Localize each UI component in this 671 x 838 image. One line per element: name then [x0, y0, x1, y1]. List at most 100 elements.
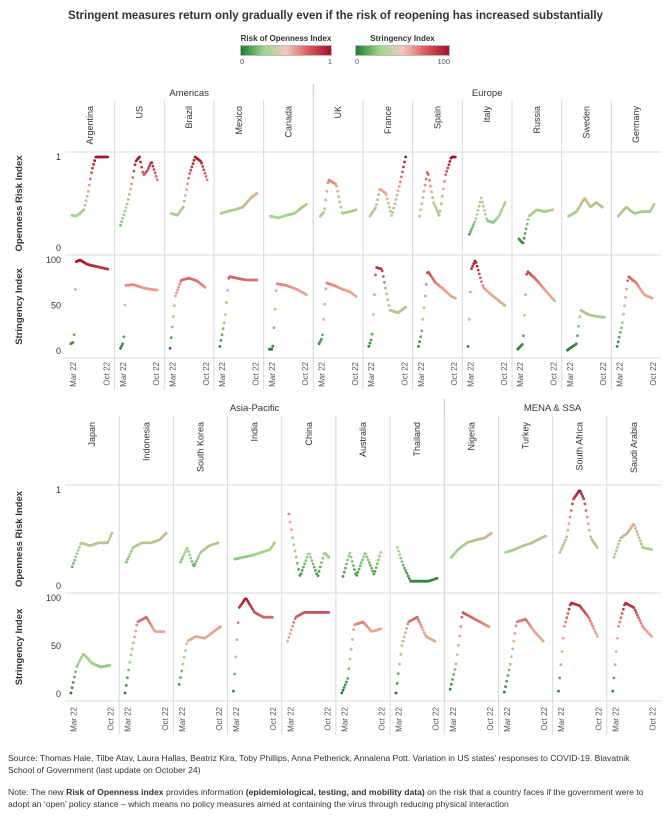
risk-point	[323, 207, 326, 211]
risk-point	[200, 161, 204, 165]
stringency-point	[321, 333, 324, 337]
x-tick-label: Mar 22	[611, 706, 620, 731]
risk-point	[521, 241, 525, 245]
x-tick-label: Mar 22	[467, 361, 476, 386]
legend-risk: Risk of Openness Index 0 1	[240, 34, 332, 66]
stringency-point	[236, 621, 240, 624]
risk-point	[446, 166, 450, 170]
risk-point	[183, 550, 187, 554]
risk-point	[355, 573, 359, 577]
risk-point	[371, 569, 375, 573]
stringency-point	[404, 631, 407, 635]
risk-point	[523, 232, 527, 235]
risk-point	[429, 184, 432, 188]
risk-point	[337, 195, 341, 199]
risk-point	[132, 169, 136, 173]
risk-point	[192, 564, 196, 568]
risk-point	[525, 222, 529, 226]
risk-point	[87, 183, 91, 187]
x-tick-label: Oct 22	[215, 706, 224, 730]
stringency-point	[560, 650, 564, 653]
risk-point	[349, 555, 353, 559]
risk-point	[182, 553, 186, 556]
stringency-point	[614, 650, 618, 653]
stringency-point	[415, 615, 419, 619]
risk-point	[407, 577, 411, 580]
risk-point	[201, 165, 205, 168]
stringency-point	[632, 606, 636, 609]
stringency-point	[451, 678, 454, 681]
stringency-point	[323, 302, 327, 306]
risk-point	[437, 213, 441, 217]
stringency-point	[385, 292, 389, 296]
risk-point	[398, 180, 402, 184]
stringency-point	[613, 663, 617, 667]
risk-point	[585, 515, 589, 519]
risk-point	[186, 546, 189, 550]
risk-point	[526, 218, 530, 221]
risk-point	[300, 569, 304, 572]
stringency-point	[506, 674, 510, 677]
stringency-point	[559, 663, 563, 667]
stringency-point	[177, 285, 181, 289]
risk-point	[195, 559, 198, 563]
stringency-point	[563, 624, 566, 628]
risk-point	[601, 205, 604, 209]
stringency-point	[452, 673, 456, 676]
risk-point	[560, 546, 564, 549]
stringency-point	[639, 621, 643, 625]
stringency-point	[566, 612, 570, 615]
risk-point	[652, 202, 656, 206]
stringency-point	[620, 326, 623, 330]
risk-point	[566, 528, 570, 532]
country-label: Argentina	[85, 106, 95, 145]
stringency-point	[399, 653, 403, 656]
stringency-point	[134, 629, 138, 633]
stringency-point	[616, 636, 619, 640]
risk-point	[78, 545, 81, 549]
risk-point	[339, 205, 343, 209]
risk-point	[373, 570, 377, 573]
risk-point	[404, 569, 408, 573]
risk-point	[366, 558, 370, 562]
risk-point	[636, 533, 640, 536]
risk-point	[635, 530, 639, 533]
stringency-point	[224, 313, 227, 316]
stringency-point	[596, 635, 599, 638]
x-tick-label: Oct 22	[432, 706, 441, 730]
stringency-point	[178, 283, 182, 286]
stringency-point	[578, 315, 582, 319]
risk-point	[634, 526, 637, 530]
stringency-point	[626, 279, 630, 282]
risk-point	[151, 164, 155, 168]
risk-point	[273, 541, 276, 545]
risk-point	[325, 189, 329, 193]
stringency-point	[623, 304, 626, 308]
risk-point	[180, 558, 184, 561]
stringency-point	[126, 676, 129, 680]
stringency-point	[292, 621, 296, 624]
risk-point	[73, 558, 76, 562]
risk-point	[467, 232, 471, 236]
risk-point	[344, 566, 347, 570]
risk-point	[296, 561, 299, 565]
stringency-point	[270, 615, 274, 619]
risk-point	[637, 536, 641, 539]
risk-point	[188, 172, 192, 175]
risk-point	[309, 555, 312, 559]
stringency-point	[459, 625, 463, 628]
legend-risk-title: Risk of Openness Index	[240, 34, 332, 43]
stringency-point	[274, 289, 278, 293]
region-label: MENA & SSA	[524, 403, 582, 414]
stringency-point	[354, 295, 358, 298]
risk-point	[108, 537, 111, 540]
stringency-point	[69, 691, 73, 695]
risk-point	[571, 502, 574, 506]
stringency-point	[179, 676, 182, 679]
stringency-point	[617, 335, 621, 339]
x-tick-label: Oct 22	[649, 361, 658, 385]
risk-point	[342, 570, 346, 574]
country-label: France	[383, 106, 393, 134]
stringency-point	[106, 267, 110, 271]
x-tick-label: Mar 22	[268, 361, 277, 386]
